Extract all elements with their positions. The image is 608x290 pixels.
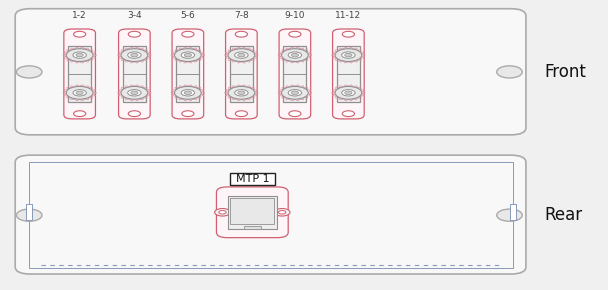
FancyBboxPatch shape	[226, 29, 257, 119]
Text: 1-2: 1-2	[72, 11, 87, 20]
FancyBboxPatch shape	[64, 29, 95, 119]
Circle shape	[128, 111, 140, 117]
Circle shape	[121, 86, 148, 99]
Circle shape	[228, 49, 255, 61]
Circle shape	[76, 53, 83, 57]
Circle shape	[128, 31, 140, 37]
Bar	[26, 204, 32, 220]
Bar	[29, 162, 513, 268]
Text: 7-8: 7-8	[234, 11, 249, 20]
Circle shape	[182, 31, 194, 37]
FancyBboxPatch shape	[119, 29, 150, 119]
Text: 9-10: 9-10	[285, 11, 305, 20]
Circle shape	[342, 31, 354, 37]
Bar	[228, 195, 277, 229]
Circle shape	[66, 49, 93, 61]
Circle shape	[342, 111, 354, 117]
FancyBboxPatch shape	[15, 155, 526, 274]
Circle shape	[121, 49, 148, 61]
Circle shape	[278, 211, 286, 214]
Circle shape	[74, 111, 86, 117]
Circle shape	[128, 90, 141, 96]
Circle shape	[184, 91, 192, 95]
Circle shape	[182, 111, 194, 117]
Circle shape	[184, 53, 192, 57]
Circle shape	[335, 86, 362, 99]
Circle shape	[238, 91, 245, 95]
Circle shape	[282, 86, 308, 99]
Circle shape	[289, 111, 301, 117]
Circle shape	[235, 90, 248, 96]
Circle shape	[181, 90, 195, 96]
Circle shape	[289, 31, 301, 37]
FancyBboxPatch shape	[15, 9, 526, 135]
Circle shape	[335, 49, 362, 61]
Circle shape	[73, 52, 86, 58]
Bar	[337, 46, 360, 102]
Circle shape	[291, 53, 299, 57]
Circle shape	[345, 91, 352, 95]
Text: 3-4: 3-4	[127, 11, 142, 20]
FancyBboxPatch shape	[216, 187, 288, 238]
FancyBboxPatch shape	[279, 29, 311, 119]
Circle shape	[345, 53, 352, 57]
Circle shape	[174, 86, 201, 99]
Circle shape	[16, 209, 42, 221]
Circle shape	[342, 90, 355, 96]
Bar	[244, 226, 261, 229]
Circle shape	[131, 53, 138, 57]
Circle shape	[228, 86, 255, 99]
Bar	[230, 198, 274, 224]
Text: MTP 1: MTP 1	[235, 174, 269, 184]
Circle shape	[128, 52, 141, 58]
Text: 5-6: 5-6	[181, 11, 195, 20]
Bar	[230, 46, 253, 102]
Bar	[510, 204, 516, 220]
Circle shape	[497, 209, 522, 221]
Circle shape	[16, 66, 42, 78]
Circle shape	[342, 52, 355, 58]
Bar	[123, 46, 146, 102]
Text: Rear: Rear	[544, 206, 582, 224]
Circle shape	[497, 66, 522, 78]
Circle shape	[291, 91, 299, 95]
FancyBboxPatch shape	[172, 29, 204, 119]
Circle shape	[282, 49, 308, 61]
Circle shape	[181, 52, 195, 58]
Circle shape	[131, 91, 138, 95]
Circle shape	[238, 53, 245, 57]
Text: Front: Front	[544, 63, 586, 81]
Circle shape	[215, 209, 230, 216]
Bar	[230, 173, 275, 186]
Bar	[68, 46, 91, 102]
Circle shape	[74, 31, 86, 37]
Circle shape	[235, 111, 247, 117]
Circle shape	[76, 91, 83, 95]
Circle shape	[235, 52, 248, 58]
Bar	[176, 46, 199, 102]
Circle shape	[274, 209, 290, 216]
Circle shape	[235, 31, 247, 37]
Circle shape	[219, 211, 226, 214]
FancyBboxPatch shape	[333, 29, 364, 119]
Circle shape	[73, 90, 86, 96]
Text: 11-12: 11-12	[336, 11, 361, 20]
Bar	[283, 46, 306, 102]
Circle shape	[288, 52, 302, 58]
Circle shape	[174, 49, 201, 61]
Circle shape	[288, 90, 302, 96]
Circle shape	[66, 86, 93, 99]
